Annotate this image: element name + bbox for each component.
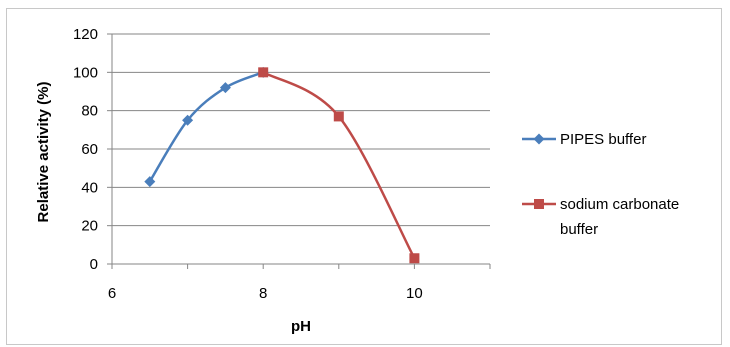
axes [107, 33, 491, 269]
series-line [262, 71, 416, 259]
legend-marker [533, 133, 545, 145]
data-point [219, 82, 231, 94]
chart-frame [6, 8, 722, 345]
y-axis-title: Relative activity (%) [35, 82, 52, 223]
y-tick-label: 0 [90, 256, 98, 273]
series-group [144, 66, 420, 264]
x-tick-label: 6 [108, 285, 116, 302]
series-pipes-buffer [144, 66, 269, 188]
x-tick-labels: 6 8 10 [108, 285, 423, 302]
data-point [409, 253, 420, 264]
y-tick-label: 40 [81, 179, 98, 196]
x-tick-label: 10 [406, 285, 423, 302]
series-line [148, 71, 264, 183]
data-point [144, 176, 156, 188]
legend-label: sodium carbonate buffer [560, 196, 679, 238]
y-tick-label: 100 [73, 64, 98, 81]
data-point [182, 114, 194, 126]
y-tick-label: 60 [81, 141, 98, 158]
legend-item-pipes-buffer: PIPES buffer [522, 131, 646, 148]
x-tick-label: 8 [259, 285, 267, 302]
legend: PIPES buffer sodium carbonate buffer [522, 131, 679, 238]
series-sodium-carbonate-buffer [258, 67, 420, 264]
y-tick-labels: 0 20 40 60 80 100 120 [73, 26, 98, 273]
data-point [258, 67, 269, 78]
y-tick-label: 80 [81, 103, 98, 120]
data-point [333, 111, 344, 122]
y-tick-label: 120 [73, 26, 98, 43]
legend-label: PIPES buffer [560, 131, 646, 148]
gridlines [112, 33, 490, 227]
legend-marker [534, 199, 544, 209]
x-axis-title: pH [291, 318, 311, 335]
y-tick-label: 20 [81, 218, 98, 235]
legend-item-sodium-carbonate-buffer: sodium carbonate buffer [522, 196, 679, 238]
